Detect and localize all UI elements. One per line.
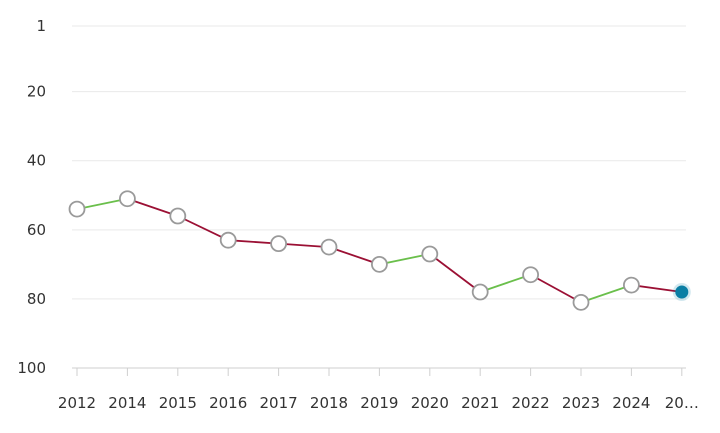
data-point[interactable]: [421, 245, 439, 263]
series-segment: [127, 197, 179, 217]
x-axis: 2012 2014 2015 2016 2017 2018 2019 2020 2021 2022…: [58, 367, 699, 412]
x-tick-label: 2012: [58, 394, 96, 412]
series-segment: [278, 242, 330, 248]
x-tick-label: 2017: [260, 394, 298, 412]
data-point[interactable]: [471, 283, 489, 301]
x-tick-label: 2016: [209, 394, 247, 412]
x-tick-label: 2023: [562, 394, 600, 412]
data-point[interactable]: [219, 231, 237, 249]
y-tick-label: 60: [27, 221, 46, 239]
series-segment: [530, 273, 582, 304]
data-point[interactable]: [119, 190, 136, 208]
data-point[interactable]: [572, 293, 590, 311]
series-line: [76, 197, 682, 304]
x-tick-label: 2019: [360, 394, 398, 412]
x-tick-label: 2015: [159, 394, 197, 412]
series-segment: [379, 253, 430, 266]
series-segment: [580, 284, 632, 304]
data-point[interactable]: [623, 276, 640, 294]
x-tick-label: 20…: [665, 394, 699, 412]
series-segment: [328, 246, 380, 266]
y-tick-label: 80: [27, 290, 46, 308]
x-tick-label: 2020: [411, 394, 449, 412]
y-tick-label: 40: [27, 152, 46, 170]
x-tick-label: 2022: [512, 394, 550, 412]
x-tick-label: 2021: [461, 394, 499, 412]
y-tick-label: 100: [17, 359, 46, 377]
data-point[interactable]: [320, 238, 338, 256]
data-point[interactable]: [270, 235, 288, 253]
x-tick-label: 2024: [612, 394, 650, 412]
data-point[interactable]: [68, 200, 86, 218]
data-point[interactable]: [522, 266, 539, 284]
series-segment: [76, 197, 128, 210]
series-segment: [631, 284, 682, 293]
x-tick-label: 2018: [310, 394, 348, 412]
y-tick-label: 1: [36, 17, 46, 35]
gridlines: [72, 25, 686, 300]
y-tick-label: 20: [27, 83, 46, 101]
series-segment: [177, 215, 229, 241]
data-point[interactable]: [370, 255, 388, 273]
series-points[interactable]: [68, 190, 691, 311]
series-segment: [479, 273, 531, 293]
data-point[interactable]: [169, 207, 187, 225]
series-segment: [228, 239, 279, 245]
series-segment: [429, 253, 481, 293]
data-point-highlighted[interactable]: [675, 285, 689, 299]
y-axis: 1 20 40 60 80 100: [17, 17, 46, 377]
x-tick-label: 2014: [108, 394, 146, 412]
